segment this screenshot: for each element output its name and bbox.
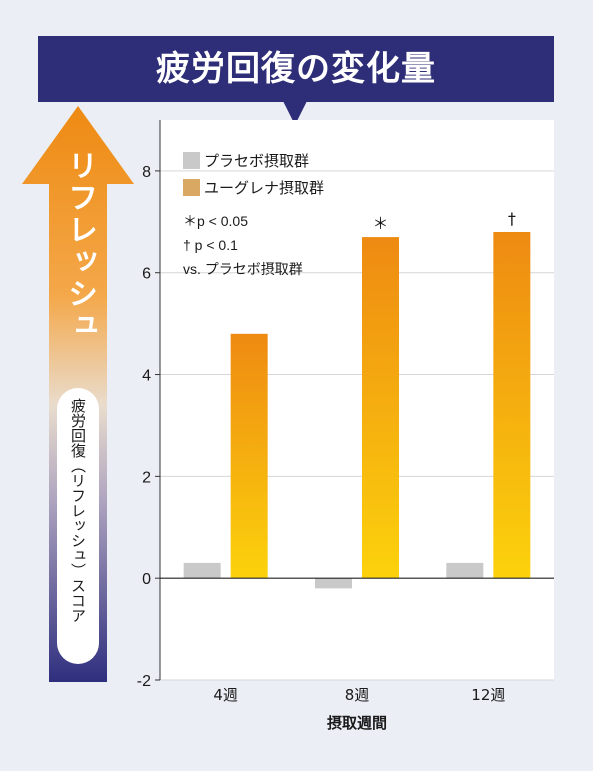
x-axis-label: 摂取週間 [327,714,387,732]
legend: プラセボ摂取群 ユーグレナ摂取群 [183,152,324,197]
significance-mark: ＊ [372,214,388,233]
grid-lines [160,170,554,681]
annotation-p01: † p < 0.1 [183,237,238,253]
bar-euglena-3 [493,232,531,579]
bar-placebo-2 [315,578,352,589]
score-axis-label: 疲労回復（リフレッシュ）スコア [69,398,87,623]
x-tick-label: 4週 [213,686,238,704]
legend-label-placebo: プラセボ摂取群 [204,152,309,170]
legend-swatch-euglena [183,179,200,196]
significance-mark: † [508,209,516,228]
y-tick-label: 8 [142,164,151,181]
refresh-label: リフレッシュ [62,150,97,342]
x-tick-label: 8週 [345,686,370,704]
y-tick-label: 0 [142,571,151,588]
bar-euglena-2 [362,237,399,579]
x-tick-label: 12週 [471,686,505,704]
y-tick-label: -2 [137,673,151,690]
bar-placebo-3 [446,562,484,579]
annotation-p005: ＊p < 0.05 [183,213,248,229]
legend-label-euglena: ユーグレナ摂取群 [204,179,324,197]
score-label-pill [57,388,99,664]
legend-swatch-placebo [183,152,200,169]
y-tick-label: 2 [142,469,151,486]
annotation-vs-placebo: vs. プラセボ摂取群 [183,261,303,277]
title-banner [38,36,554,102]
bar-placebo-1 [183,562,221,579]
y-tick-label: 4 [142,368,151,385]
plot-area [160,120,554,680]
chart-title: 疲労回復の変化量 [156,49,436,89]
bar-euglena-1 [230,333,268,579]
y-tick-label: 6 [142,266,151,283]
